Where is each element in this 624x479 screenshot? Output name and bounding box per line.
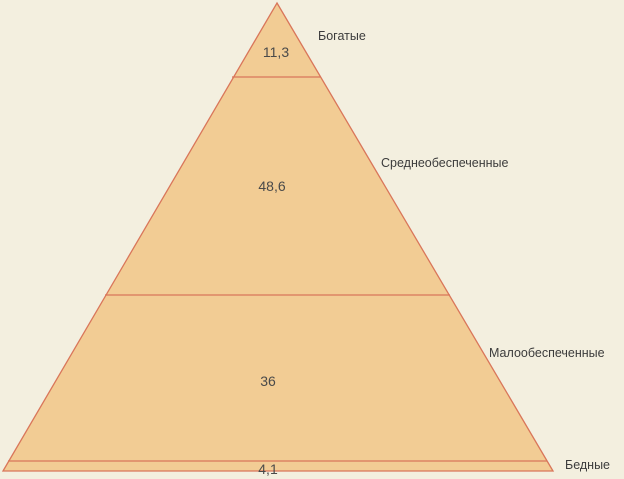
tier-value-poor: 4,1 — [258, 461, 278, 477]
tier-label-middle: Среднеобеспеченные — [381, 156, 509, 170]
tier-label-rich: Богатые — [318, 29, 366, 43]
tier-value-rich: 11,3 — [263, 44, 289, 60]
tier-label-low: Малообеспеченные — [489, 346, 605, 360]
tier-value-middle: 48,6 — [258, 178, 285, 194]
tier-value-low: 36 — [260, 373, 276, 389]
tier-label-poor: Бедные — [565, 458, 610, 472]
pyramid-body — [1, 1, 555, 472]
